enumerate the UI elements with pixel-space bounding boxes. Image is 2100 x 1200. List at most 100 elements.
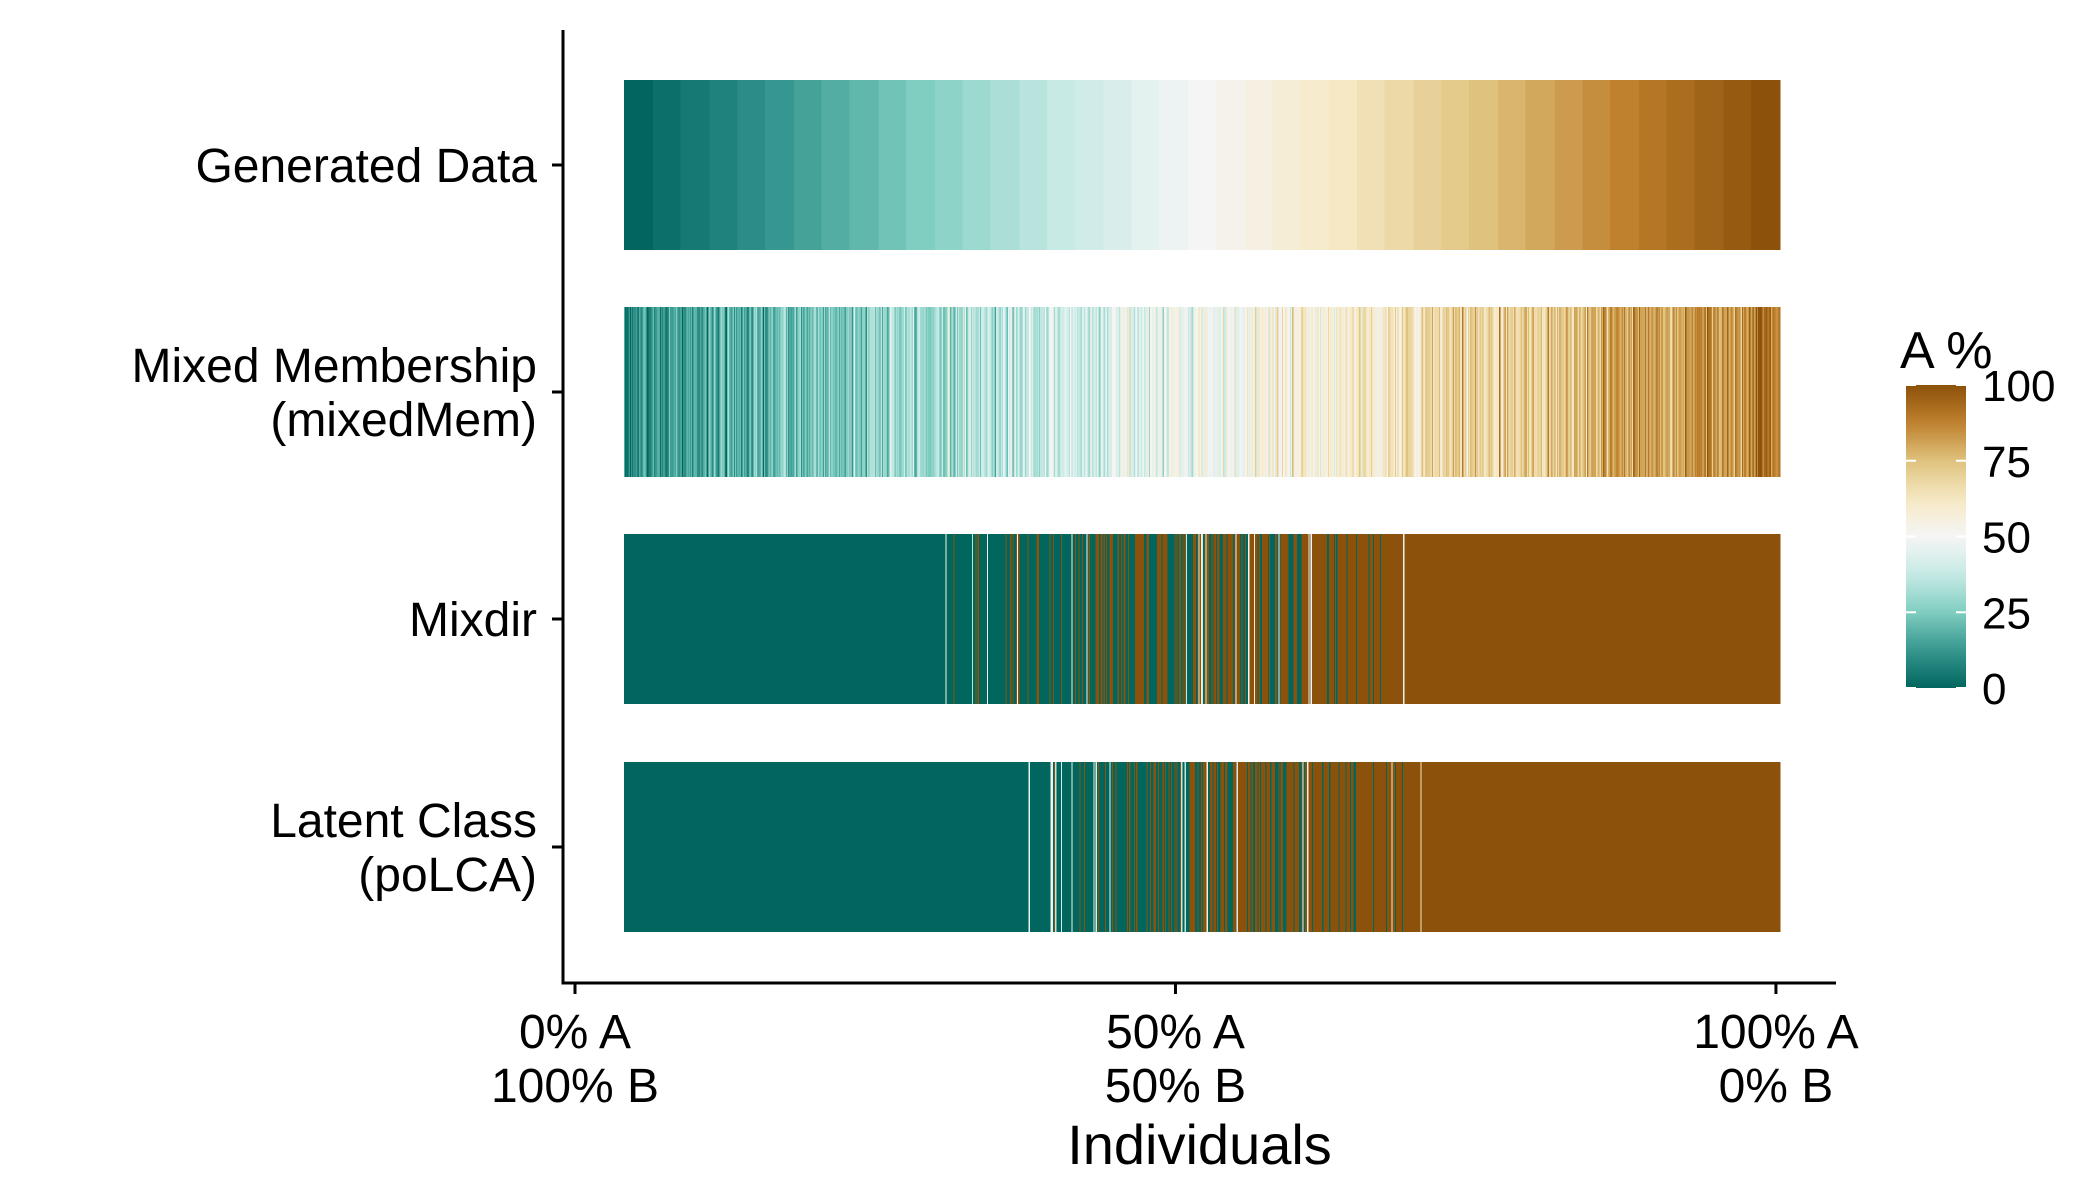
heatmap-cell	[1065, 307, 1068, 477]
heatmap-cell	[664, 307, 666, 477]
heatmap-cell	[632, 307, 634, 477]
heatmap-cell	[1286, 762, 1294, 932]
heatmap-cell	[1080, 307, 1083, 477]
heatmap-cell	[934, 80, 964, 250]
heatmap-cell	[1329, 80, 1358, 250]
heatmap-cell	[642, 307, 645, 477]
heatmap-cell	[1200, 307, 1203, 477]
heatmap-cell	[947, 307, 950, 477]
heatmap-cell	[1230, 307, 1233, 477]
heatmap-cell	[1192, 307, 1195, 477]
heatmap-cell	[1613, 307, 1616, 477]
heatmap-cell	[1491, 307, 1493, 477]
heatmap-cell	[1214, 307, 1217, 477]
heatmap-cell	[1375, 307, 1377, 477]
heatmap-cell	[1634, 307, 1636, 477]
heatmap-cell	[1370, 307, 1373, 477]
heatmap-cell	[834, 307, 836, 477]
heatmap-cell	[817, 307, 819, 477]
heatmap-cell	[1600, 307, 1603, 477]
heatmap-cell	[1333, 307, 1336, 477]
heatmap-cell	[1740, 307, 1743, 477]
heatmap-cell	[1561, 307, 1564, 477]
heatmap-cell	[1260, 307, 1263, 477]
heatmap-cell	[1128, 762, 1130, 932]
heatmap-cell	[1436, 307, 1439, 477]
heatmap-cell	[788, 307, 790, 477]
heatmap-cell	[1576, 307, 1579, 477]
heatmap-cell	[1245, 307, 1248, 477]
heatmap-cell	[729, 307, 731, 477]
heatmap-cell	[1680, 307, 1683, 477]
heatmap-cell	[1277, 534, 1279, 704]
heatmap-cell	[1346, 307, 1349, 477]
heatmap-cell	[930, 307, 932, 477]
heatmap-cell	[1204, 534, 1206, 704]
heatmap-cell	[1637, 307, 1640, 477]
heatmap-cell	[1695, 307, 1698, 477]
heatmap-cell	[1131, 307, 1133, 477]
heatmap-cell	[1162, 762, 1165, 932]
heatmap-cell	[1427, 307, 1429, 477]
heatmap-cell	[723, 307, 725, 477]
heatmap-cell	[1129, 534, 1136, 704]
heatmap-cell	[1625, 307, 1627, 477]
heatmap-cell	[1760, 307, 1762, 477]
heatmap-cell	[1381, 534, 1404, 704]
heatmap-cell	[1704, 307, 1707, 477]
heatmap-cell	[1174, 762, 1176, 932]
heatmap-cell	[1060, 762, 1063, 932]
heatmap-cell	[1304, 307, 1307, 477]
heatmap-cell	[1462, 307, 1464, 477]
heatmap-cell	[1368, 534, 1370, 704]
heatmap-cell	[839, 307, 841, 477]
heatmap-cell	[1251, 307, 1254, 477]
heatmap-cell	[1255, 762, 1258, 932]
heatmap-cell	[1346, 762, 1351, 932]
heatmap-cell	[1706, 307, 1708, 477]
heatmap-cell	[1309, 307, 1312, 477]
heatmap-cell	[1244, 534, 1247, 704]
heatmap-cell	[746, 307, 749, 477]
heatmap-cell	[1186, 534, 1194, 704]
heatmap-cell	[1732, 307, 1735, 477]
heatmap-cell	[1330, 307, 1332, 477]
heatmap-cell	[857, 307, 860, 477]
heatmap-cell	[725, 307, 728, 477]
heatmap-cell	[1413, 307, 1416, 477]
heatmap-cell	[1712, 307, 1715, 477]
heatmap-cell	[1217, 762, 1219, 932]
heatmap-cell	[1122, 534, 1124, 704]
heatmap-cell	[1578, 307, 1581, 477]
heatmap-cell	[966, 307, 968, 477]
heatmap-cell	[782, 307, 784, 477]
heatmap-cell	[1546, 307, 1548, 477]
heatmap-cell	[915, 307, 917, 477]
heatmap-cell	[1134, 307, 1137, 477]
heatmap-cell	[707, 307, 709, 477]
heatmap-cell	[1005, 307, 1007, 477]
heatmap-cell	[992, 307, 995, 477]
heatmap-cell	[1229, 307, 1232, 477]
heatmap-cell	[1133, 762, 1136, 932]
heatmap-cell	[873, 307, 876, 477]
heatmap-cell	[1178, 534, 1182, 704]
heatmap-cell	[767, 307, 769, 477]
heatmap-cell	[1079, 762, 1081, 932]
heatmap-cell	[1109, 534, 1114, 704]
heatmap-cell	[1573, 307, 1575, 477]
heatmap-cell	[1052, 307, 1055, 477]
heatmap-cell	[1492, 307, 1494, 477]
heatmap-cell	[1256, 307, 1258, 477]
heatmap-cell	[1006, 307, 1009, 477]
heatmap-cell	[733, 307, 736, 477]
heatmap-cell	[1392, 307, 1395, 477]
heatmap-cell	[637, 307, 640, 477]
heatmap-cell	[1531, 307, 1533, 477]
heatmap-cell	[1744, 307, 1746, 477]
heatmap-cell	[1085, 307, 1087, 477]
heatmap-cell	[958, 307, 960, 477]
heatmap-cell	[1176, 762, 1179, 932]
category-label-generated: Generated Data	[195, 140, 537, 193]
heatmap-cell	[1055, 762, 1057, 932]
